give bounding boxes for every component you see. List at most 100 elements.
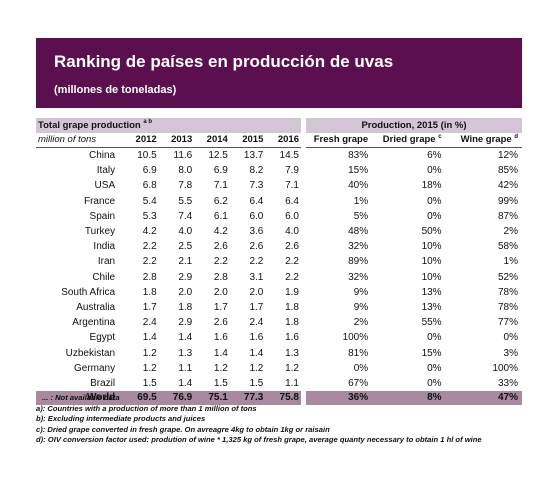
value-cell: 69.5 [137, 392, 157, 404]
value-cell: 10.5 [137, 150, 157, 161]
production-table-title: Total grape production a b [36, 118, 301, 133]
table-row: Iran 2.2 2.1 2.2 2.2 2.2 [36, 254, 301, 269]
value-cell: 5.3 [142, 210, 157, 222]
share-cell: 33% [497, 378, 518, 390]
share-cell: 99% [497, 195, 518, 207]
share-cell: 81% [348, 347, 369, 359]
value-cell: 1.5 [213, 378, 228, 390]
value-cell: 1.7 [249, 302, 264, 314]
table-row: South Africa 1.8 2.0 2.0 2.0 1.9 [36, 285, 301, 300]
value-cell: 2.2 [213, 256, 228, 268]
table-row: China 10.5 11.6 12.5 13.7 14.5 [36, 148, 301, 164]
value-cell: 1.4 [178, 332, 193, 344]
share-table: Production, 2015 (in %) Fresh grape Drie… [306, 118, 522, 406]
value-cell: 3.1 [249, 271, 264, 283]
value-cell: 1.8 [178, 302, 193, 314]
value-cell: 1.5 [142, 378, 157, 390]
footnote: a): Countries with a production of more … [36, 403, 257, 413]
value-cell: 6.1 [213, 210, 228, 222]
table-row: Spain 5.3 7.4 6.1 6.0 6.0 [36, 209, 301, 224]
table-row: India 2.2 2.5 2.6 2.6 2.6 [36, 239, 301, 254]
value-cell: 6.0 [249, 210, 264, 222]
value-cell: 4.2 [213, 226, 228, 238]
value-cell: 2.2 [285, 271, 299, 283]
table-row: France 5.4 5.5 6.2 6.4 6.4 [36, 194, 301, 209]
country-cell: Brazil [90, 378, 116, 390]
share-cell: 1% [353, 195, 369, 207]
value-cell: 7.3 [249, 180, 264, 192]
world-share-row: 36% 8% 47% [306, 391, 522, 406]
share-cell: 6% [427, 150, 442, 161]
value-cell: 6.9 [142, 165, 157, 177]
value-cell: 1.2 [249, 362, 264, 374]
value-cell: 1.3 [285, 347, 299, 359]
country-cell: Uzbekistan [65, 347, 116, 359]
value-cell: 77.3 [243, 392, 264, 404]
value-cell: 1.4 [249, 347, 264, 359]
value-cell: 4.0 [285, 226, 299, 238]
production-table-body: China 10.5 11.6 12.5 13.7 14.5 Italy 6.9 8.0 6.9 8… [36, 148, 301, 392]
value-cell: 75.1 [208, 392, 228, 404]
country-cell: India [93, 241, 116, 253]
share-cell: 10% [421, 271, 442, 283]
value-cell: 6.0 [285, 210, 299, 222]
value-cell: 1.7 [142, 302, 157, 314]
country-cell: Egypt [89, 332, 116, 344]
value-cell: 1.6 [213, 332, 228, 344]
value-cell: 13.7 [243, 150, 264, 161]
share-cell: 47% [497, 392, 518, 404]
table-row: Chile 2.8 2.9 2.8 3.1 2.2 [36, 270, 301, 285]
footnote: d): OIV conversion factor used: produtio… [36, 435, 482, 445]
column-header-fresh: Fresh grape [306, 133, 372, 148]
unit-label: million of tons [38, 134, 97, 145]
value-cell: 1.8 [285, 302, 299, 314]
share-table-header-row: Fresh grape Dried grape c Wine grape d [306, 133, 522, 148]
value-cell: 7.8 [178, 180, 193, 192]
country-cell: France [83, 195, 116, 207]
value-cell: 7.1 [213, 180, 228, 192]
table-row: 100% 0% 0% [306, 330, 522, 345]
share-cell: 0% [427, 210, 442, 222]
value-cell: 1.8 [142, 286, 157, 298]
table-row: USA 6.8 7.8 7.1 7.3 7.1 [36, 178, 301, 193]
value-cell: 2.8 [142, 271, 157, 283]
value-cell: 2.6 [213, 317, 228, 329]
share-cell: 1% [503, 256, 518, 268]
table-row: 32% 10% 52% [306, 270, 522, 285]
value-cell: 1.6 [285, 332, 299, 344]
value-cell: 11.6 [173, 150, 193, 161]
table-row: 2% 55% 77% [306, 315, 522, 330]
production-table-title-row: Total grape production a b [36, 118, 301, 133]
value-cell: 2.8 [213, 271, 228, 283]
value-cell: 4.2 [142, 226, 157, 238]
value-cell: 1.6 [249, 332, 264, 344]
share-cell: 42% [497, 180, 518, 192]
value-cell: 5.5 [178, 195, 193, 207]
value-cell: 2.1 [178, 256, 193, 268]
share-cell: 10% [421, 241, 442, 253]
column-header-label: Wine grape [460, 134, 512, 145]
share-cell: 89% [348, 256, 369, 268]
table-row: 81% 15% 3% [306, 346, 522, 361]
table-row: 67% 0% 33% [306, 376, 522, 391]
share-cell: 83% [348, 150, 369, 161]
value-cell: 5.4 [142, 195, 157, 207]
share-cell: 100% [342, 332, 369, 344]
table-row: Brazil 1.5 1.4 1.5 1.5 1.1 [36, 376, 301, 391]
table-row: Argentina 2.4 2.9 2.6 2.4 1.8 [36, 315, 301, 330]
column-header-label: Dried grape [382, 134, 436, 145]
share-cell: 9% [353, 286, 369, 298]
value-cell: 2.2 [142, 256, 157, 268]
share-cell: 32% [348, 271, 369, 283]
table-row: 48% 50% 2% [306, 224, 522, 239]
share-cell: 0% [427, 195, 442, 207]
country-cell: Australia [76, 302, 116, 314]
value-cell: 2.0 [213, 286, 228, 298]
country-cell: USA [94, 180, 116, 192]
value-cell: 2.0 [249, 286, 264, 298]
table-row: 40% 18% 42% [306, 178, 522, 193]
table-row: Italy 6.9 8.0 6.9 8.2 7.9 [36, 163, 301, 178]
value-cell: 6.2 [213, 195, 228, 207]
share-cell: 55% [421, 317, 442, 329]
country-cell: Turkey [84, 226, 116, 238]
